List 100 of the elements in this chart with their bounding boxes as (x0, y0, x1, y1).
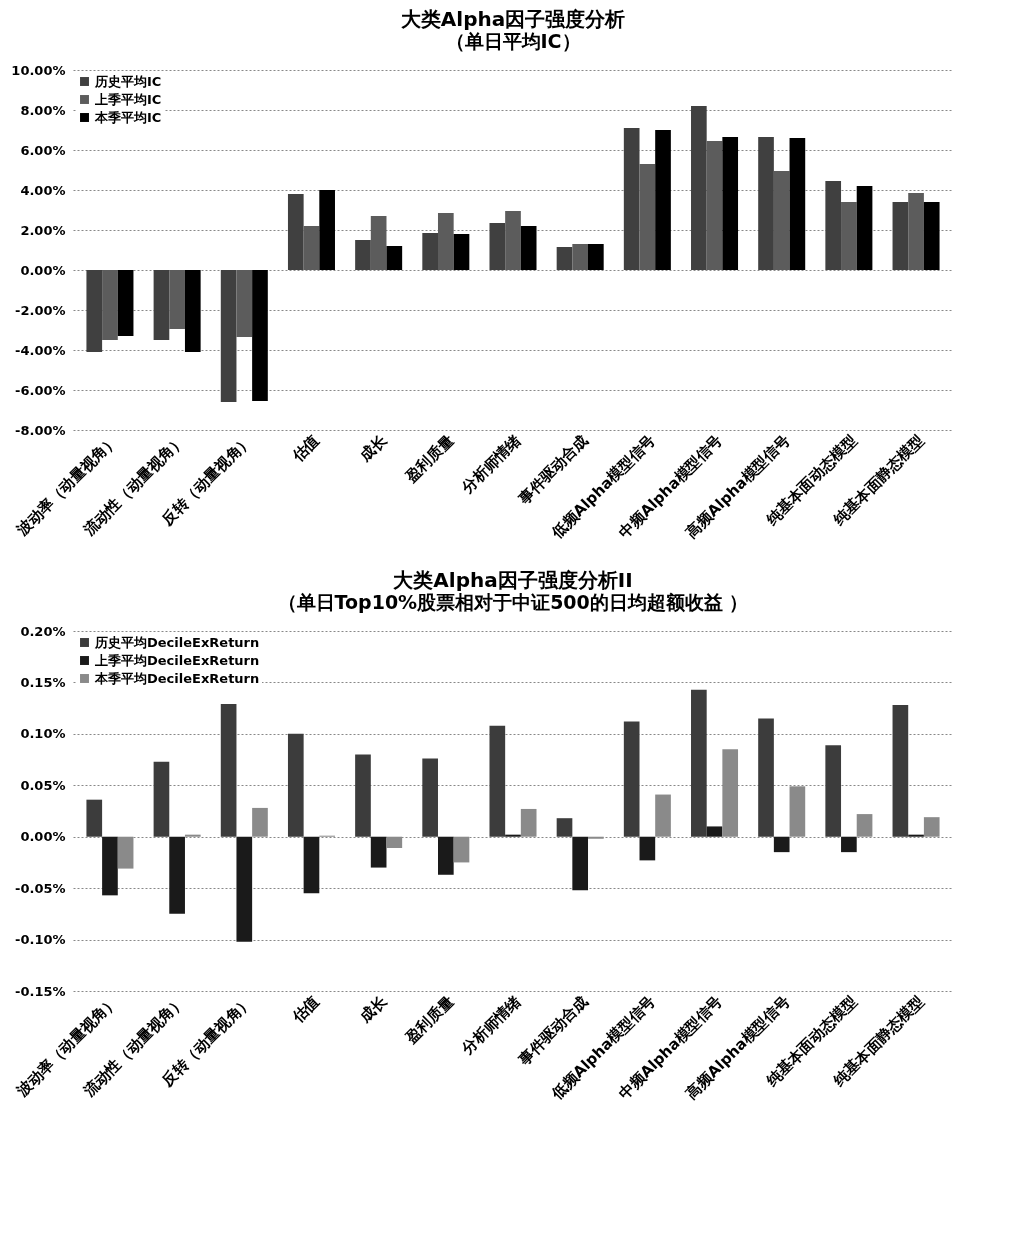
y-tick-label: -4.00% (15, 342, 66, 358)
bar (841, 836, 857, 853)
legend-label: 历史平均IC (94, 73, 162, 89)
bar (236, 270, 253, 337)
y-tick-label: -0.10% (15, 932, 66, 948)
y-tick-label: 0.05% (20, 777, 66, 793)
legend-label: 历史平均DecileExReturn (94, 634, 260, 650)
bar (86, 270, 103, 352)
y-tick-label: 0.00% (20, 262, 66, 278)
bar (153, 270, 170, 340)
bar (489, 223, 506, 270)
bar (355, 240, 371, 270)
bar (505, 211, 521, 270)
bar (169, 836, 185, 914)
bar (386, 246, 403, 270)
bar (908, 193, 924, 270)
bar (556, 247, 573, 270)
bar (773, 836, 790, 853)
bar (588, 244, 604, 270)
y-tick-label: -6.00% (15, 382, 66, 398)
bar (422, 233, 438, 270)
bar (639, 164, 656, 270)
bar (169, 270, 185, 329)
x-tick-label: 成长 (355, 991, 391, 1027)
bar (773, 171, 790, 270)
bar (453, 234, 470, 270)
bar (520, 226, 537, 270)
x-tick-label: 成长 (355, 430, 391, 466)
bar (102, 836, 118, 896)
chart-subtitle: （单日平均IC） (445, 30, 581, 52)
bar (655, 130, 671, 270)
bar (841, 202, 857, 270)
bar (572, 836, 589, 891)
bar (825, 745, 842, 837)
legend-label: 上季平均DecileExReturn (94, 652, 260, 668)
bar (639, 836, 656, 861)
bar (623, 128, 640, 270)
bar (220, 270, 237, 402)
bar (437, 213, 454, 270)
bar (588, 836, 604, 839)
bar (722, 137, 739, 270)
legend-label: 本季平均IC (94, 109, 162, 125)
bar (303, 226, 320, 270)
bar (789, 138, 806, 270)
y-tick-label: 0.10% (20, 726, 66, 742)
x-tick-label: 盈利质量 (401, 431, 458, 487)
y-tick-label: -0.15% (15, 983, 66, 999)
bar (437, 836, 454, 875)
y-tick-label: 0.20% (20, 623, 66, 639)
y-tick-label: 2.00% (20, 222, 66, 238)
bar (319, 190, 335, 270)
bar (758, 718, 774, 837)
chart-subtitle: （单日Top10%股票相对于中证500的日均超额收益 ） (277, 591, 749, 613)
bar (117, 270, 134, 336)
bar (892, 705, 909, 837)
legend-label: 本季平均DecileExReturn (94, 670, 260, 686)
x-tick-label: 盈利质量 (401, 992, 458, 1048)
bar (287, 194, 304, 270)
bar (908, 834, 924, 837)
bar (691, 689, 707, 837)
bar (556, 818, 573, 837)
bar (153, 761, 170, 837)
bar (572, 244, 589, 270)
bar (923, 202, 940, 270)
bar (706, 826, 723, 837)
bar (623, 721, 640, 837)
y-tick-label: -8.00% (15, 422, 66, 438)
bar (856, 186, 873, 270)
x-tick-label: 估值 (288, 992, 323, 1027)
bar (220, 704, 237, 837)
bar (505, 834, 521, 837)
bar (252, 270, 268, 401)
bar (184, 270, 201, 352)
y-tick-label: -2.00% (15, 302, 66, 318)
bar (236, 836, 253, 942)
chart-title: 大类Alpha因子强度分析II (393, 568, 633, 592)
bar (422, 758, 438, 837)
bar (102, 270, 118, 340)
bar (892, 202, 909, 270)
y-tick-label: 10.00% (11, 62, 66, 78)
y-tick-label: 6.00% (20, 142, 66, 158)
bar (706, 141, 723, 270)
y-tick-label: 0.15% (20, 674, 66, 690)
x-tick-label: 估值 (288, 431, 323, 466)
y-tick-label: 0.00% (20, 829, 66, 845)
bar (489, 725, 506, 837)
bar (86, 799, 103, 837)
y-tick-label: 8.00% (20, 102, 66, 118)
bar (691, 106, 707, 270)
bar (303, 836, 320, 894)
bar (370, 216, 387, 270)
chart-title: 大类Alpha因子强度分析 (400, 7, 626, 31)
y-tick-label: -0.05% (15, 880, 66, 896)
legend-label: 上季平均IC (94, 91, 162, 107)
bar (355, 754, 371, 837)
bar (287, 733, 304, 837)
bar (758, 137, 774, 270)
bar (370, 836, 387, 868)
y-tick-label: 4.00% (20, 182, 66, 198)
bar (825, 181, 842, 270)
